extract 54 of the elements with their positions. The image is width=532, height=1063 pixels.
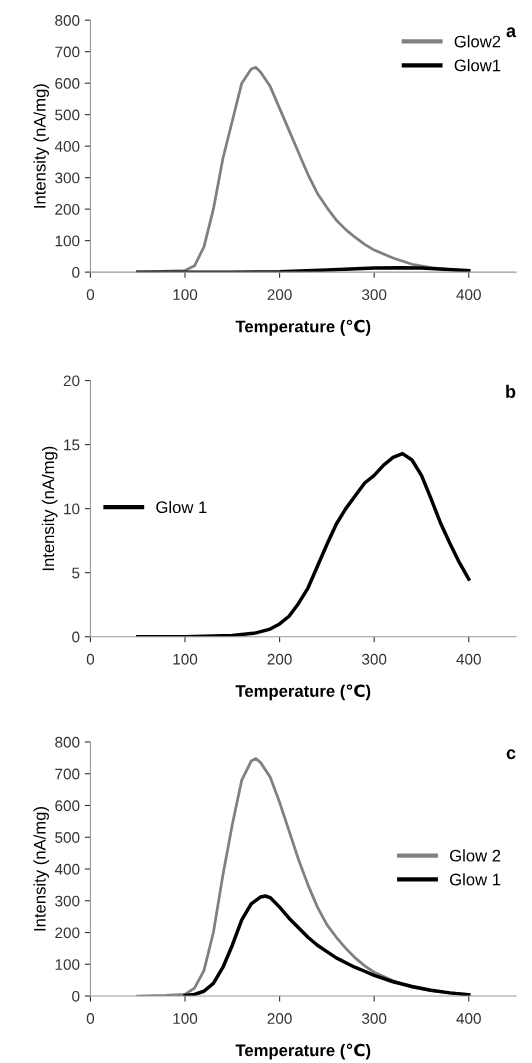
x-tick-label: 200 (267, 1013, 292, 1024)
y-tick-label: 100 (55, 959, 80, 970)
x-axis-title: Temperature (℃) (235, 319, 371, 336)
y-tick-label: 15 (64, 439, 80, 451)
legend-label: Glow2 (454, 35, 501, 48)
line-series (135, 451, 471, 637)
chart-title: b (506, 384, 516, 399)
x-tick-label: 0 (86, 653, 95, 665)
y-tick-label: 300 (55, 895, 80, 907)
x-tick-label: 100 (173, 653, 198, 665)
x-tick-label: 0 (86, 1013, 95, 1024)
legend-label: Glow 2 (450, 849, 501, 862)
x-tick-label: 400 (456, 1013, 481, 1024)
y-axis-title: Intensity (nA/mg) (41, 446, 58, 571)
x-tick-label: 0 (86, 289, 95, 301)
x-axis-title: Temperature (℃) (235, 684, 371, 701)
chart-title: c (506, 749, 516, 760)
y-tick-label: 600 (55, 800, 80, 812)
y-tick-label: 10 (64, 503, 80, 515)
y-tick-label: 100 (55, 235, 80, 247)
legend-label: Glow1 (454, 59, 501, 72)
y-tick-label: 300 (55, 172, 80, 184)
y-tick-label: 800 (55, 736, 80, 748)
x-tick-label: 300 (362, 289, 387, 301)
y-axis-title: Intensity (nA/mg) (33, 84, 49, 208)
x-tick-label: 100 (173, 289, 198, 301)
x-tick-label: 100 (173, 1013, 198, 1024)
x-axis-title: Temperature (℃) (235, 1043, 371, 1060)
y-tick-label: 400 (54, 863, 80, 875)
y-tick-label: 5 (72, 567, 80, 579)
legend-label: Glow 1 (450, 873, 501, 886)
y-tick-label: 0 (72, 631, 80, 643)
y-tick-label: 500 (55, 109, 80, 121)
x-tick-label: 400 (456, 653, 481, 665)
y-tick-label: 20 (63, 375, 80, 387)
chart-title: a (506, 27, 517, 38)
y-tick-label: 500 (55, 832, 80, 843)
line-series (183, 894, 471, 997)
legend-label: Glow 1 (156, 500, 207, 514)
x-tick-label: 400 (456, 289, 481, 301)
x-tick-label: 300 (362, 653, 387, 665)
y-tick-label: 800 (55, 15, 80, 26)
y-tick-label: 0 (72, 267, 80, 278)
y-tick-label: 600 (55, 78, 80, 89)
x-tick-label: 200 (267, 289, 292, 301)
y-tick-label: 200 (55, 204, 80, 215)
y-tick-label: 400 (54, 141, 80, 152)
x-tick-label: 300 (362, 1013, 387, 1024)
y-tick-label: 700 (55, 46, 80, 58)
y-tick-label: 700 (55, 768, 80, 780)
y-tick-label: 0 (72, 990, 80, 1002)
y-tick-label: 200 (55, 927, 80, 939)
x-tick-label: 200 (267, 653, 292, 665)
y-axis-title: Intensity (nA/mg) (33, 807, 49, 931)
